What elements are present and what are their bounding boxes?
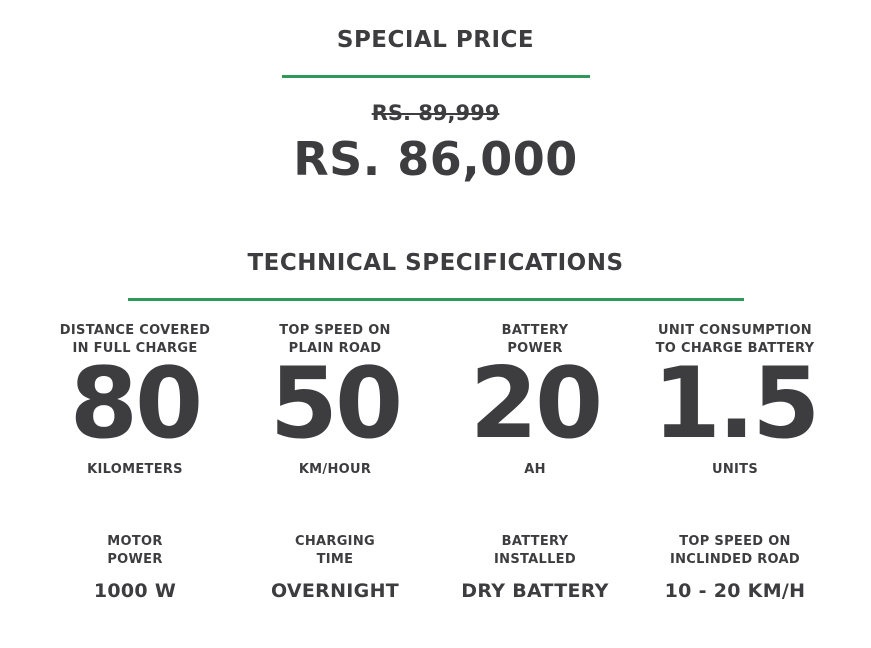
spec-top-speed-plain: TOP SPEED ON PLAIN ROAD 50 KM/HOUR: [235, 322, 435, 479]
spec-battery-power: BATTERY POWER 20 AH: [435, 322, 635, 479]
special-price-title: SPECIAL PRICE: [336, 27, 535, 53]
spec-value: 1000 W: [93, 580, 177, 602]
spec-label: BATTERY INSTALLED: [494, 534, 576, 567]
technical-specifications-divider: [128, 298, 744, 301]
spec-motor-power: MOTOR POWER 1000 W: [35, 533, 235, 603]
spec-big-value: 20: [469, 347, 603, 461]
spec-label: MOTOR POWER: [107, 534, 163, 567]
spec-unit: KILOMETERS: [87, 462, 183, 477]
spec-unit-consumption: UNIT CONSUMPTION TO CHARGE BATTERY 1.5 UN…: [635, 322, 835, 479]
spec-unit: AH: [524, 462, 546, 477]
new-price: RS. 86,000: [293, 132, 578, 186]
spec-big-value: 1.5: [652, 347, 821, 461]
spec-charging-time: CHARGING TIME OVERNIGHT: [235, 533, 435, 603]
special-price-divider: [282, 75, 590, 78]
technical-specifications-title: TECHNICAL SPECIFICATIONS: [247, 250, 624, 276]
spec-battery-installed: BATTERY INSTALLED DRY BATTERY: [435, 533, 635, 603]
spec-value: DRY BATTERY: [461, 580, 609, 602]
spec-value: 10 - 20 KM/H: [664, 580, 806, 602]
spec-unit: UNITS: [711, 462, 758, 477]
old-price: RS. 89,999: [371, 101, 500, 125]
spec-big-value: 80: [69, 347, 203, 461]
spec-unit: KM/HOUR: [298, 462, 372, 477]
spec-label: DISTANCE COVERED IN FULL CHARGE: [59, 323, 211, 356]
spec-distance: DISTANCE COVERED IN FULL CHARGE 80 KILOME…: [35, 322, 235, 479]
spec-label: UNIT CONSUMPTION TO CHARGE BATTERY: [655, 323, 815, 356]
spec-label: BATTERY POWER: [501, 323, 569, 356]
spec-label: TOP SPEED ON PLAIN ROAD: [279, 323, 391, 356]
spec-value: OVERNIGHT: [270, 580, 400, 602]
spec-top-speed-inclined: TOP SPEED ON INCLINDED ROAD 10 - 20 KM/H: [635, 533, 835, 603]
spec-label: CHARGING TIME: [295, 534, 375, 567]
spec-big-value: 50: [269, 347, 403, 461]
spec-label: TOP SPEED ON INCLINDED ROAD: [669, 534, 800, 567]
